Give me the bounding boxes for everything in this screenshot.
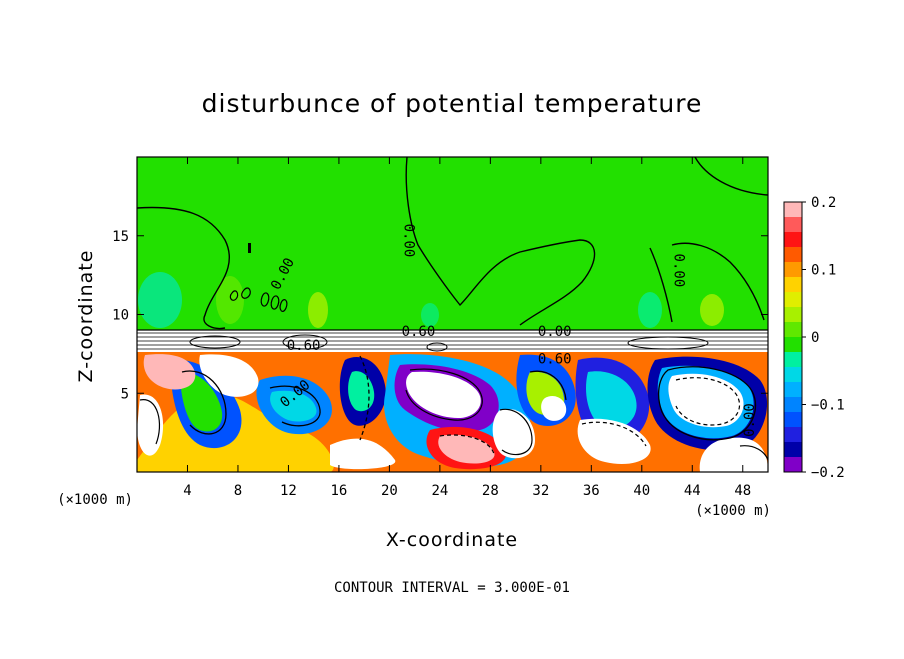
colorbar-swatch	[784, 217, 802, 233]
y-tick-label: 15	[112, 229, 129, 245]
contour-label: 0.00	[401, 224, 417, 258]
y-tick-label: 5	[121, 386, 129, 402]
contour-label: 0.00	[742, 403, 758, 437]
colorbar-swatch	[784, 427, 802, 443]
x-tick-label: 32	[532, 483, 549, 499]
colorbar-swatch	[784, 457, 802, 473]
x-tick-label: 20	[381, 483, 398, 499]
contour-label: 0.60	[287, 338, 321, 354]
colorbar-swatch	[784, 277, 802, 293]
x-axis-title: X-coordinate	[386, 529, 518, 551]
x-tick-label: 48	[734, 483, 751, 499]
x-tick-label: 12	[280, 483, 297, 499]
y-axis: 5 10 15	[112, 229, 768, 402]
contour-label-group: 0.00	[401, 224, 417, 258]
x-tick-label: 40	[633, 483, 650, 499]
chart-title: disturbunce of potential temperature	[202, 89, 703, 118]
contour-label-group: 0.00	[538, 324, 572, 340]
x-tick-label: 44	[684, 483, 701, 499]
colorbar-tick-label: −0.2	[811, 465, 845, 481]
contour-label: 0.00	[671, 254, 687, 288]
contour-interval-note: CONTOUR INTERVAL = 3.000E-01	[334, 580, 570, 596]
colorbar-swatch	[784, 382, 802, 398]
x-tick-label: 28	[482, 483, 499, 499]
contour-label-group: 0.60	[538, 352, 572, 368]
contour-label: 0.60	[402, 324, 436, 340]
x-tick-label: 36	[583, 483, 600, 499]
colorbar-swatch	[784, 232, 802, 248]
x-tick-label: 16	[330, 483, 347, 499]
colorbar-swatch	[784, 262, 802, 278]
colorbar-swatch	[784, 337, 802, 353]
x-tick-label: 8	[234, 483, 242, 499]
x-unit-left: (×1000 m)	[57, 492, 133, 508]
colorbar-swatch	[784, 247, 802, 263]
x-tick-label: 24	[431, 483, 448, 499]
contour-label: 0.00	[538, 324, 572, 340]
colorbar-swatch	[784, 397, 802, 413]
colorbar-swatch	[784, 442, 802, 458]
y-tick-label: 10	[112, 308, 129, 324]
colorbar-swatch	[784, 322, 802, 338]
contour-label: 0.60	[538, 352, 572, 368]
colorbar: 0.2 0.1 0 −0.1 −0.2	[783, 195, 845, 481]
colorbar-swatch	[784, 352, 802, 368]
colorbar-tick-label: 0.1	[811, 263, 836, 279]
contour-label-group: 0.60	[402, 324, 436, 340]
contour-label-group: 0.60	[287, 338, 321, 354]
x-axis: 4 8 12 16 20 24 28 32 36 40 44 48	[183, 157, 751, 499]
x-unit-right: (×1000 m)	[695, 503, 771, 519]
x-tick-label: 4	[183, 483, 191, 499]
colorbar-swatch	[784, 202, 802, 218]
colorbar-swatch	[784, 292, 802, 308]
colorbar-swatch	[784, 412, 802, 428]
colorbar-tick-label: 0.2	[811, 195, 836, 211]
colorbar-tick-label: −0.1	[811, 398, 845, 414]
contour-label-group: 0.00	[671, 254, 687, 288]
heatmap-field	[137, 157, 768, 472]
colorbar-tick-label: 0	[811, 330, 819, 346]
colorbar-swatch	[784, 307, 802, 323]
colorbar-swatch	[784, 367, 802, 383]
y-axis-title: Z-coordinate	[75, 250, 97, 383]
contour-label-group: 0.00	[742, 403, 758, 437]
